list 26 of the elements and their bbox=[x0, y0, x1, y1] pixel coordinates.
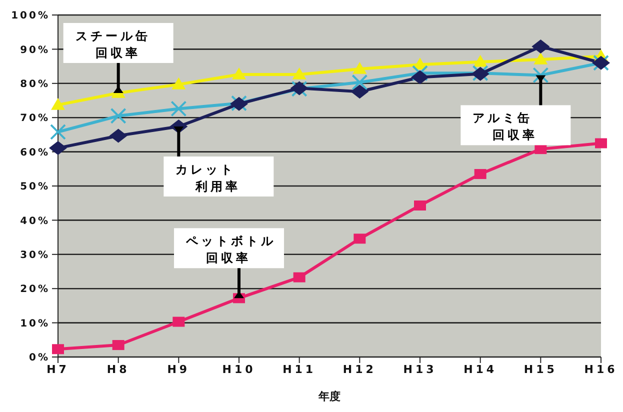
y-tick-label: 70% bbox=[20, 113, 50, 124]
x-tick-label: H15 bbox=[524, 362, 558, 376]
x-tick-label: H11 bbox=[282, 362, 316, 376]
annotation: アルミ缶回収率 bbox=[472, 111, 538, 142]
y-tick-label: 20% bbox=[20, 284, 50, 296]
y-tick-label: 100% bbox=[11, 10, 50, 22]
x-tick-label: H16 bbox=[584, 362, 618, 376]
y-tick-label: 40% bbox=[20, 216, 50, 227]
x-tick-label: H14 bbox=[464, 362, 498, 376]
y-tick-label: 10% bbox=[20, 318, 50, 330]
y-tick-label: 30% bbox=[20, 250, 50, 261]
y-tick-label: 0% bbox=[29, 352, 50, 364]
annotation: スチール缶回収率 bbox=[75, 28, 150, 60]
x-tick-label: H7 bbox=[46, 362, 70, 376]
x-tick-label: H12 bbox=[342, 362, 376, 376]
annotation: ペットボトル回収率 bbox=[185, 234, 276, 266]
y-tick-label: 60% bbox=[20, 147, 50, 158]
x-tick-label: H9 bbox=[167, 362, 190, 376]
annotation: カレット利用率 bbox=[176, 162, 241, 194]
y-tick-label: 90% bbox=[20, 44, 50, 56]
x-tick-label: H10 bbox=[222, 362, 256, 376]
x-tick-label: H8 bbox=[106, 362, 130, 376]
y-tick-label: 80% bbox=[20, 78, 50, 90]
x-tick-label: H13 bbox=[403, 362, 437, 376]
x-axis-title: 年度 bbox=[318, 390, 340, 403]
y-tick-label: 50% bbox=[20, 182, 50, 193]
